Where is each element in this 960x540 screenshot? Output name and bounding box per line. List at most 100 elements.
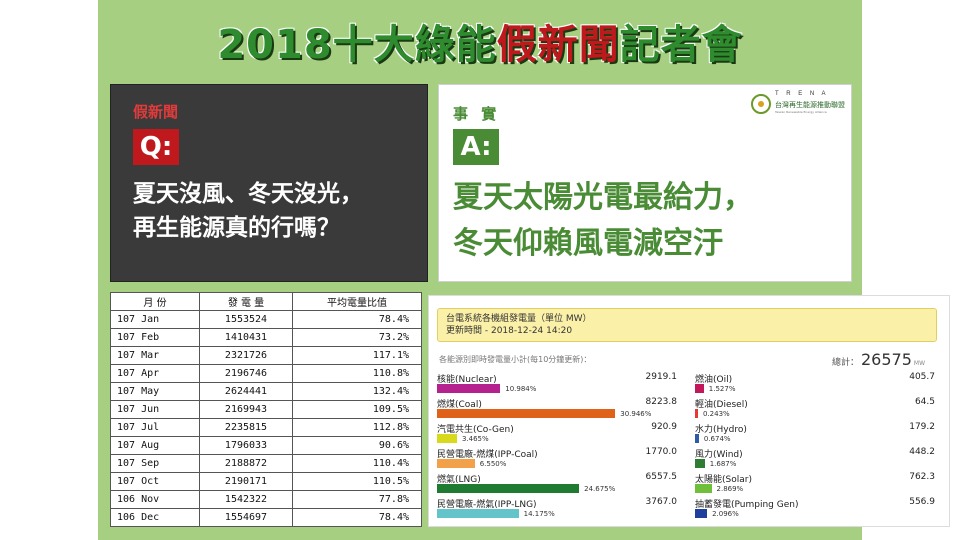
banner-update-time: 更新時間 - 2018-12-24 14:20 xyxy=(446,326,573,336)
title-part1: 2018十大綠能 xyxy=(217,22,497,68)
answer-tag: 事 實 xyxy=(453,105,501,123)
title-fake-news: 假新聞 xyxy=(496,22,620,68)
table-row: 107 Jun 2169943 109.5% xyxy=(110,400,422,419)
power-item-name: 燃油(Oil) xyxy=(695,375,733,385)
power-item-bar xyxy=(695,484,712,493)
row-month: 107 May xyxy=(110,382,200,401)
power-item-bar xyxy=(437,434,457,443)
power-item-bar xyxy=(695,434,699,443)
logo-english-name: Taiwan Renewable Energy Alliance xyxy=(775,110,827,114)
generation-table: 月 份 發 電 量 平均電量比值 107 Jan 1553524 78.4% 107 … xyxy=(110,292,422,527)
logo-name: T R E N A xyxy=(775,91,829,97)
table-row: 107 Mar 2321726 117.1% xyxy=(110,346,422,365)
row-ratio: 110.4% xyxy=(292,454,422,473)
answer-label: A: xyxy=(453,129,499,165)
total-value: 26575 xyxy=(860,350,912,369)
power-item-value: 405.7 xyxy=(909,372,935,382)
sun-logo-icon xyxy=(751,94,771,114)
power-item-name: 汽電共生(Co-Gen) xyxy=(437,425,514,435)
power-item-bar xyxy=(437,509,519,518)
row-generation: 2624441 xyxy=(199,382,293,401)
table-row: 106 Nov 1542322 77.8% xyxy=(110,490,422,509)
power-item-value: 64.5 xyxy=(914,397,935,407)
row-generation: 2196746 xyxy=(199,364,293,383)
power-item-name: 太陽能(Solar) xyxy=(695,475,752,485)
power-item-bar xyxy=(695,384,704,393)
power-column-right: 燃油(Oil) 405.7 1.527% 輕油(Diesel) 64.5 0.243% 水力… xyxy=(695,372,935,522)
power-item: 民營電廠-燃煤(IPP-Coal) 1770.0 6.550% xyxy=(437,447,677,472)
power-total: 總計： 26575 MW xyxy=(832,350,925,369)
row-generation: 2169943 xyxy=(199,400,293,419)
table-row: 107 Sep 2188872 110.4% xyxy=(110,454,422,473)
banner-title: 台電系統各機組發電量（單位 MW） xyxy=(446,314,592,324)
logo-chinese-name: 台灣再生能源推動聯盟 xyxy=(775,101,845,109)
row-ratio: 78.4% xyxy=(292,508,422,527)
power-item: 燃煤(Coal) 8223.8 30.946% xyxy=(437,397,677,422)
power-item-bar xyxy=(695,509,708,518)
answer-line-1: 夏天太陽光電最給力， xyxy=(453,180,753,215)
table-row: 107 May 2624441 132.4% xyxy=(110,382,422,401)
power-item-bar xyxy=(437,484,580,493)
answer-text: 夏天太陽光電最給力， 冬天仰賴風電減空汙 xyxy=(453,175,849,267)
row-generation: 2321726 xyxy=(199,346,293,365)
row-generation: 1554697 xyxy=(199,508,293,527)
row-generation: 1410431 xyxy=(199,328,293,347)
row-ratio: 109.5% xyxy=(292,400,422,419)
row-month: 106 Nov xyxy=(110,490,200,509)
table-row: 106 Dec 1554697 78.4% xyxy=(110,508,422,527)
header-ratio: 平均電量比值 xyxy=(292,292,422,311)
power-item-percent: 10.984% xyxy=(505,385,537,393)
question-label: Q: xyxy=(133,129,179,165)
table-body: 107 Jan 1553524 78.4% 107 Feb 1410431 73.2% 10… xyxy=(110,310,422,527)
power-item-percent: 3.465% xyxy=(461,435,489,443)
row-ratio: 90.6% xyxy=(292,436,422,455)
row-month: 107 Jun xyxy=(110,400,200,419)
power-item-percent: 14.175% xyxy=(523,510,555,518)
row-month: 107 Apr xyxy=(110,364,200,383)
page-title: 2018十大綠能假新聞記者會 xyxy=(98,12,862,70)
row-month: 107 Oct xyxy=(110,472,200,491)
row-month: 107 Jul xyxy=(110,418,200,437)
table-row: 107 Jul 2235815 112.8% xyxy=(110,418,422,437)
power-item: 核能(Nuclear) 2919.1 10.984% xyxy=(437,372,677,397)
power-item-percent: 24.675% xyxy=(584,485,616,493)
power-item-name: 燃煤(Coal) xyxy=(437,400,482,410)
row-month: 107 Aug xyxy=(110,436,200,455)
power-item-percent: 0.243% xyxy=(703,410,730,418)
row-month: 107 Mar xyxy=(110,346,200,365)
row-ratio: 78.4% xyxy=(292,310,422,329)
power-item-name: 輕油(Diesel) xyxy=(695,400,748,410)
power-item-value: 762.3 xyxy=(909,472,935,482)
power-item-name: 水力(Hydro) xyxy=(695,425,747,435)
title-part3: 記者會 xyxy=(619,22,743,68)
row-ratio: 112.8% xyxy=(292,418,422,437)
row-ratio: 73.2% xyxy=(292,328,422,347)
power-item-bar xyxy=(437,384,501,393)
power-item: 燃氣(LNG) 6557.5 24.675% xyxy=(437,472,677,497)
total-unit: MW xyxy=(913,360,925,367)
power-item-name: 抽蓄發電(Pumping Gen) xyxy=(695,500,799,510)
power-item: 汽電共生(Co-Gen) 920.9 3.465% xyxy=(437,422,677,447)
power-item-percent: 2.869% xyxy=(716,485,744,493)
power-item: 風力(Wind) 448.2 1.687% xyxy=(695,447,935,472)
power-item-bar xyxy=(437,459,475,468)
power-item-bar xyxy=(437,409,616,418)
total-label: 總計： xyxy=(831,358,859,368)
power-item-value: 8223.8 xyxy=(645,397,678,407)
row-ratio: 117.1% xyxy=(292,346,422,365)
power-item-bar xyxy=(695,409,698,418)
power-item-name: 核能(Nuclear) xyxy=(437,375,497,385)
answer-panel: 事 實 A: 夏天太陽光電最給力， 冬天仰賴風電減空汙 T R E N A 台灣… xyxy=(438,84,852,282)
row-month: 107 Jan xyxy=(110,310,200,329)
slide: 2018十大綠能假新聞記者會 假新聞 Q: 夏天沒風、冬天沒光， 再生能源真的行… xyxy=(98,0,950,540)
row-ratio: 110.8% xyxy=(292,364,422,383)
power-item-percent: 0.674% xyxy=(703,435,731,443)
header-generation: 發 電 量 xyxy=(199,292,293,311)
power-item-name: 民營電廠-燃煤(IPP-Coal) xyxy=(437,450,538,460)
power-item-percent: 2.096% xyxy=(712,510,739,518)
power-subnote: 各能源別即時發電量小計(每10分鐘更新)： xyxy=(439,355,592,364)
power-item-value: 448.2 xyxy=(909,447,935,457)
row-generation: 2188872 xyxy=(199,454,293,473)
power-item-value: 3767.0 xyxy=(645,497,678,507)
question-panel: 假新聞 Q: 夏天沒風、冬天沒光， 再生能源真的行嗎？ xyxy=(110,84,428,282)
